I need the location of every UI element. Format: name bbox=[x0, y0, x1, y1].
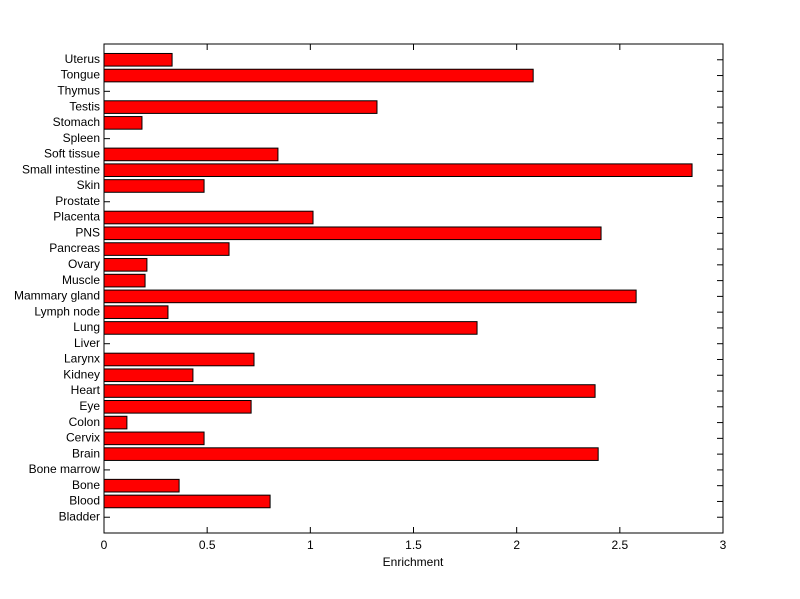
x-tick-label: 2 bbox=[513, 538, 520, 552]
y-tick-label: Skin bbox=[77, 178, 100, 192]
bar bbox=[103, 179, 205, 193]
bar bbox=[103, 258, 148, 272]
bar bbox=[103, 100, 378, 114]
bar bbox=[103, 305, 169, 319]
y-tick-label: Lung bbox=[73, 320, 100, 334]
y-tick-label: Testis bbox=[69, 99, 100, 113]
x-axis-label: Enrichment bbox=[383, 555, 444, 569]
y-tick-label: Ovary bbox=[68, 257, 100, 271]
bar bbox=[103, 68, 534, 83]
bar bbox=[103, 52, 173, 67]
x-tick-label: 2.5 bbox=[611, 538, 628, 552]
y-tick-label: Colon bbox=[69, 415, 100, 429]
y-tick-label: Stomach bbox=[53, 115, 100, 129]
x-tick-label: 0 bbox=[101, 538, 108, 552]
y-tick-label: Pancreas bbox=[49, 241, 100, 255]
y-tick-label: Brain bbox=[72, 446, 100, 460]
bar bbox=[103, 147, 279, 162]
bar bbox=[103, 384, 596, 398]
y-tick-label: Heart bbox=[71, 383, 101, 397]
y-tick-label: Mammary gland bbox=[14, 289, 100, 303]
y-tick-label: Kidney bbox=[63, 367, 100, 381]
x-tick-label: 0.5 bbox=[199, 538, 216, 552]
x-tick-label: 1 bbox=[307, 538, 314, 552]
y-tick-label: Muscle bbox=[62, 273, 100, 287]
bar bbox=[103, 494, 271, 509]
y-tick-label: Lymph node bbox=[34, 304, 100, 318]
y-tick-label: Placenta bbox=[53, 210, 100, 224]
bar bbox=[103, 447, 599, 461]
bar bbox=[103, 415, 128, 430]
bar bbox=[103, 478, 180, 493]
y-tick-label: Prostate bbox=[55, 194, 100, 208]
bar bbox=[103, 163, 693, 178]
y-tick-label: PNS bbox=[75, 225, 100, 239]
bar bbox=[103, 242, 230, 256]
y-tick-label: Liver bbox=[74, 336, 100, 350]
y-tick-label: Spleen bbox=[63, 131, 100, 145]
x-tick-label: 1.5 bbox=[405, 538, 422, 552]
x-tick-label: 3 bbox=[720, 538, 727, 552]
bar bbox=[103, 368, 194, 383]
y-tick-label: Small intestine bbox=[22, 162, 100, 176]
bar bbox=[103, 431, 205, 446]
y-tick-label: Tongue bbox=[61, 68, 101, 82]
y-tick-label: Larynx bbox=[64, 352, 100, 366]
y-tick-label: Uterus bbox=[65, 52, 100, 66]
bar bbox=[103, 210, 314, 225]
bar bbox=[103, 226, 602, 241]
y-tick-label: Soft tissue bbox=[44, 147, 100, 161]
y-tick-label: Bone marrow bbox=[29, 462, 101, 476]
y-tick-label: Eye bbox=[79, 399, 100, 413]
y-tick-label: Cervix bbox=[66, 431, 100, 445]
y-tick-label: Blood bbox=[69, 494, 100, 508]
y-tick-label: Bladder bbox=[59, 509, 100, 523]
bar bbox=[103, 289, 637, 304]
y-tick-label: Bone bbox=[72, 478, 100, 492]
bar bbox=[103, 399, 252, 414]
bar bbox=[103, 321, 478, 335]
bar bbox=[103, 273, 146, 288]
bar bbox=[103, 352, 255, 367]
y-tick-label: Thymus bbox=[57, 83, 100, 97]
bar bbox=[103, 116, 143, 130]
